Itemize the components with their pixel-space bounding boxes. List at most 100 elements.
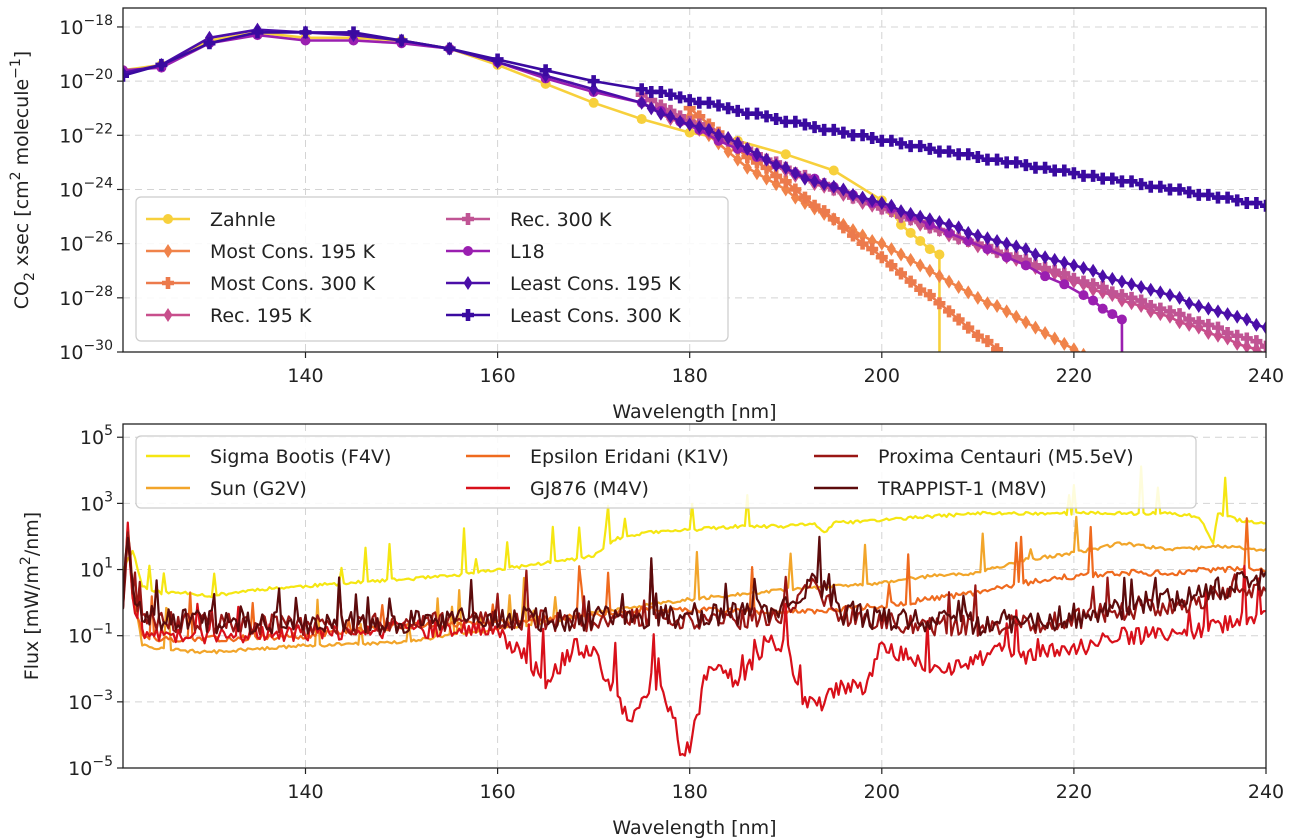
y-tick-exponent: −3 (92, 688, 113, 704)
data-point (491, 53, 504, 66)
y-tick-label: 10−24 (59, 175, 113, 201)
data-point (934, 269, 944, 284)
data-point (829, 179, 839, 194)
data-point (924, 244, 935, 255)
data-point (1020, 368, 1032, 380)
data-point (1250, 197, 1263, 210)
y-tick-exponent: −26 (83, 230, 113, 246)
data-point (1039, 262, 1052, 275)
stellar-flux-panel: 140 160 180 200 220 24010510310110−110−310−5W… (18, 423, 1284, 839)
data-point (973, 228, 983, 243)
data-point (1019, 159, 1032, 172)
data-point (895, 267, 908, 280)
y-axis-label-part: /nm] (21, 512, 43, 556)
data-point (944, 217, 954, 232)
data-point (1077, 275, 1090, 288)
data-point (1232, 309, 1242, 324)
y-axis-label-part: xsec [cm (11, 180, 33, 272)
legend-label: L18 (510, 241, 545, 263)
legend-label: Zahnle (210, 209, 276, 231)
data-point (1240, 332, 1253, 345)
y-tick-exponent: −28 (83, 284, 113, 300)
data-point (1010, 156, 1023, 169)
data-point (992, 233, 1002, 248)
data-point (827, 123, 840, 136)
y-tick-exponent: 3 (104, 489, 113, 505)
data-point (731, 104, 744, 117)
data-point (828, 165, 839, 176)
data-point (1115, 175, 1128, 188)
data-point (856, 129, 869, 142)
legend-box (135, 435, 1197, 509)
y-axis-label-part: Flux [mW/m (21, 565, 43, 680)
y-tick-exponent: −1 (92, 622, 113, 638)
data-point (1087, 278, 1100, 291)
x-tick-label: 240 (1248, 781, 1284, 803)
data-point (1000, 156, 1013, 169)
data-point (906, 252, 916, 267)
data-point (810, 174, 820, 189)
data-point (915, 258, 925, 273)
data-point (971, 150, 984, 163)
data-point (741, 150, 754, 163)
data-point (1107, 309, 1118, 320)
data-point (962, 321, 975, 334)
x-tick-label: 140 (287, 365, 323, 387)
data-point (819, 177, 829, 192)
data-point (789, 183, 802, 196)
data-point (693, 110, 706, 123)
data-point (808, 121, 821, 134)
data-point (837, 221, 850, 234)
data-point (943, 305, 956, 318)
data-point (443, 42, 456, 55)
y-tick-base: 10 (80, 493, 104, 515)
data-point (770, 169, 783, 182)
data-point (875, 251, 888, 264)
data-point (750, 156, 763, 169)
data-point (645, 94, 658, 107)
data-point (1221, 191, 1234, 204)
legend-swatch-marker (163, 244, 173, 258)
data-point (1096, 280, 1109, 293)
data-point (1203, 301, 1213, 316)
data-point (933, 297, 946, 310)
y-tick-label: 10−3 (68, 688, 113, 714)
data-point (1078, 290, 1089, 301)
data-point (1211, 191, 1224, 204)
data-point (665, 109, 675, 124)
data-point (866, 243, 879, 256)
data-point (915, 209, 925, 224)
data-point (704, 122, 714, 137)
data-point (934, 249, 945, 260)
legend: Sigma Bootis (F4V) Sun (G2V) Epsilon Erida… (135, 435, 1197, 509)
data-point (675, 114, 685, 129)
data-point (1173, 183, 1186, 196)
data-point (1108, 364, 1117, 378)
y-tick-label: 10−30 (59, 338, 113, 364)
series-line-1 (123, 515, 1266, 655)
y-tick-base: 10 (59, 17, 83, 39)
data-point (1135, 294, 1148, 307)
legend-label: GJ876 (M4V) (530, 478, 649, 500)
data-point (674, 91, 687, 104)
data-point (694, 120, 704, 135)
data-point (1049, 389, 1061, 401)
legend-label: Rec. 195 K (210, 305, 312, 327)
legend-swatch-marker (163, 214, 173, 224)
data-point (877, 236, 887, 251)
data-point (1004, 351, 1009, 352)
data-point (723, 144, 733, 159)
data-point (1136, 279, 1146, 294)
legend-swatch-marker (463, 276, 473, 290)
cross-section-panel: 140 160 180 200 220 24010−1810−2010−2210−2410… (8, 7, 1284, 423)
legend-label: Proxima Centauri (M5.5eV) (878, 446, 1134, 468)
data-point (1260, 199, 1266, 212)
data-point (752, 166, 762, 181)
ticks: 140 160 180 200 220 24010−1810−2010−2210−2410… (59, 13, 1284, 387)
data-point (943, 145, 956, 158)
data-point (733, 136, 743, 151)
data-point (693, 96, 706, 109)
y-tick-base: 10 (80, 427, 104, 449)
data-point (904, 140, 917, 153)
